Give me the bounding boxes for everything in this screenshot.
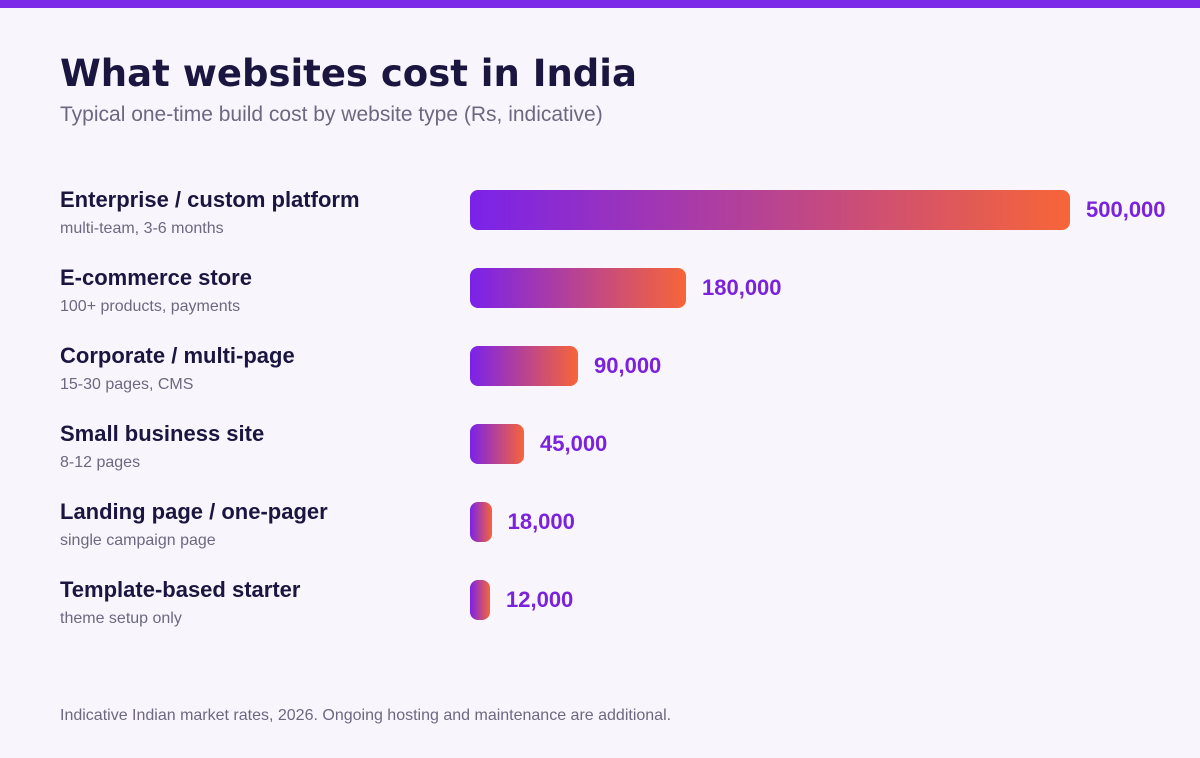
bar-value-label: 12,000 xyxy=(506,587,574,612)
bar-value-label: 180,000 xyxy=(702,275,782,300)
category-description: 15-30 pages, CMS xyxy=(60,376,194,393)
chart-row: Template-based starter theme setup only 12… xyxy=(0,576,1200,654)
bar-value-label: 45,000 xyxy=(540,431,608,456)
chart-row: Enterprise / custom platform multi-team, … xyxy=(0,186,1200,264)
chart-title: What websites cost in India xyxy=(60,52,637,95)
bar xyxy=(470,268,686,308)
category-label: Landing page / one-pager xyxy=(60,499,328,524)
category-label: E-commerce store xyxy=(60,265,252,290)
bar xyxy=(470,424,524,464)
category-description: 8-12 pages xyxy=(60,454,141,471)
chart-row: Landing page / one-pager single campaign … xyxy=(0,498,1200,576)
bar-value-label: 500,000 xyxy=(1086,197,1166,222)
chart-footnote: Indicative Indian market rates, 2026. On… xyxy=(60,707,672,724)
bar xyxy=(470,502,492,542)
chart-subtitle: Typical one-time build cost by website t… xyxy=(60,103,603,126)
bar xyxy=(470,580,490,620)
chart-row: Corporate / multi-page 15-30 pages, CMS 90… xyxy=(0,342,1200,420)
category-description: multi-team, 3-6 months xyxy=(60,220,224,237)
top-accent-bar xyxy=(0,0,1200,8)
category-label: Enterprise / custom platform xyxy=(60,187,360,212)
category-description: 100+ products, payments xyxy=(60,298,241,315)
category-description: theme setup only xyxy=(60,610,182,627)
category-label: Small business site xyxy=(60,421,265,446)
category-label: Template-based starter xyxy=(60,577,301,602)
category-label: Corporate / multi-page xyxy=(60,343,295,368)
chart-row: E-commerce store 100+ products, payments 1… xyxy=(0,264,1200,342)
category-description: single campaign page xyxy=(60,532,216,549)
chart-row: Small business site 8-12 pages 45,000 xyxy=(0,420,1200,498)
bar-value-label: 18,000 xyxy=(507,509,575,534)
bar-value-label: 90,000 xyxy=(594,353,662,378)
bar xyxy=(470,190,1070,230)
bar xyxy=(470,346,578,386)
